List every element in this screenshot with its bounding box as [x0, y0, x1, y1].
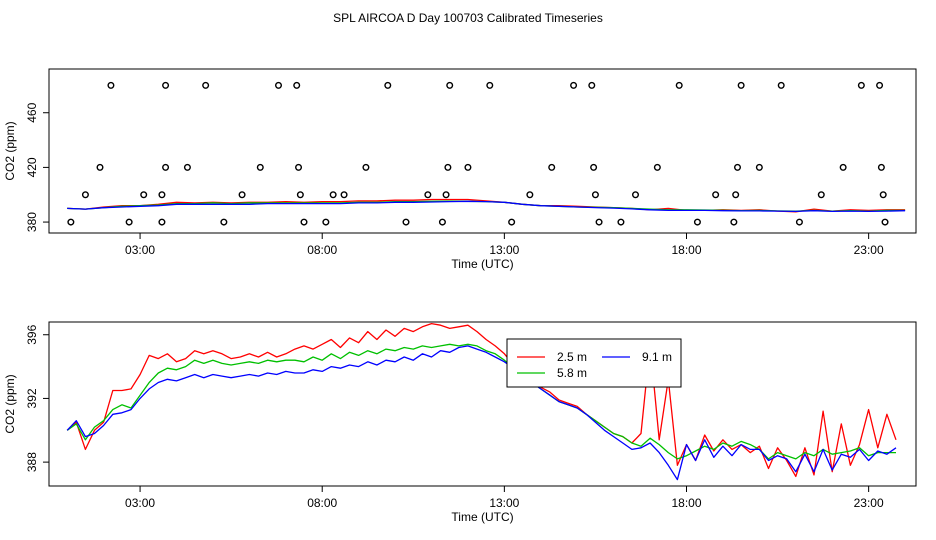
flag-marker	[300, 218, 308, 226]
x-tick-label: 18:00	[671, 243, 701, 257]
flag-marker	[734, 163, 742, 171]
flag-marker	[526, 191, 534, 199]
flag-marker	[590, 163, 598, 171]
flag-marker	[158, 218, 166, 226]
flag-marker	[881, 218, 889, 226]
x-tick-label: 03:00	[125, 243, 155, 257]
x-tick-label: 03:00	[125, 496, 155, 510]
x-tick-label: 23:00	[854, 496, 884, 510]
series-9-1m-line	[66, 345, 897, 481]
flag-marker	[486, 81, 494, 89]
flag-marker	[817, 191, 825, 199]
plot-frame	[48, 321, 917, 487]
legend-label: 2.5 m	[557, 350, 587, 364]
flag-marker	[675, 81, 683, 89]
flag-marker	[329, 191, 337, 199]
y-tick-label: 388	[25, 452, 39, 472]
flag-marker	[220, 218, 228, 226]
flag-marker	[877, 163, 885, 171]
flag-marker	[107, 81, 115, 89]
figure-title: SPL AIRCOA D Day 100703 Calibrated Times…	[333, 11, 603, 25]
x-tick-label: 13:00	[489, 243, 519, 257]
x-tick-label: 13:00	[489, 496, 519, 510]
flag-marker	[570, 81, 578, 89]
flag-marker	[693, 218, 701, 226]
flag-marker	[162, 163, 170, 171]
x-tick-label: 08:00	[307, 243, 337, 257]
flag-marker	[653, 163, 661, 171]
flag-marker	[402, 218, 410, 226]
series-5-8m-line	[66, 343, 896, 460]
legend-label: 5.8 m	[557, 366, 587, 380]
flag-marker	[296, 191, 304, 199]
legend: 2.5 m 9.1 m 5.8 m	[506, 338, 682, 388]
flag-marker	[295, 163, 303, 171]
x-tick-label: 08:00	[307, 496, 337, 510]
series-group	[66, 322, 897, 481]
flag-marker	[322, 218, 330, 226]
y-axis-label: CO2 (ppm)	[3, 121, 17, 180]
flag-marker	[857, 81, 865, 89]
y-tick-label: 420	[25, 157, 39, 177]
y-tick-label: 380	[25, 212, 39, 232]
flag-marker	[632, 191, 640, 199]
flag-marker	[879, 191, 887, 199]
flag-marker	[591, 191, 599, 199]
series-9-1m-line	[67, 200, 906, 213]
flag-marker	[293, 81, 301, 89]
flag-marker	[464, 163, 472, 171]
plot-frame	[48, 68, 917, 234]
flag-marker	[67, 218, 75, 226]
top-panel-all-levels-with-flags: 03:00 08:00 13:00 18:00 23:00 380 420 460 Time (…	[3, 68, 917, 271]
flag-marker	[777, 81, 785, 89]
flag-marker	[158, 191, 166, 199]
flag-marker	[140, 191, 148, 199]
bottom-panel-inlet-heights: 03:00 08:00 13:00 18:00 23:00 388 392 396 Time (…	[3, 321, 917, 524]
flag-marker	[737, 81, 745, 89]
flag-marker	[444, 163, 452, 171]
flag-marker	[438, 218, 446, 226]
legend-box	[506, 338, 682, 388]
flag-marker	[588, 81, 596, 89]
flag-marker	[732, 191, 740, 199]
y-tick-label: 460	[25, 102, 39, 122]
y-tick-label: 392	[25, 388, 39, 408]
flag-marker	[162, 81, 170, 89]
flag-marker	[202, 81, 210, 89]
y-tick-label: 396	[25, 324, 39, 344]
flag-marker	[548, 163, 556, 171]
flag-marker	[730, 218, 738, 226]
x-axis-label: Time (UTC)	[451, 510, 513, 524]
flag-marker	[256, 163, 264, 171]
x-axis-label: Time (UTC)	[451, 257, 513, 271]
flag-marker	[712, 191, 720, 199]
series-2-5m-line	[66, 322, 897, 478]
flag-marker	[362, 163, 370, 171]
series-group	[67, 198, 906, 213]
flag-marker	[384, 81, 392, 89]
flag-marker	[442, 191, 450, 199]
x-tick-label: 23:00	[854, 243, 884, 257]
flag-marker	[340, 191, 348, 199]
flag-marker	[446, 81, 454, 89]
flag-marker	[96, 163, 104, 171]
flag-marker	[508, 218, 516, 226]
flag-marker	[275, 81, 283, 89]
flag-marker	[81, 191, 89, 199]
flag-marker	[795, 218, 803, 226]
flag-marker	[617, 218, 625, 226]
flag-marker	[424, 191, 432, 199]
flag-marker	[125, 218, 133, 226]
x-tick-label: 18:00	[671, 496, 701, 510]
flag-marker	[876, 81, 884, 89]
flag-marker	[839, 163, 847, 171]
flag-marker	[595, 218, 603, 226]
flag-marker	[755, 163, 763, 171]
flag-marker	[238, 191, 246, 199]
y-axis-label: CO2 (ppm)	[3, 374, 17, 433]
legend-label: 9.1 m	[642, 350, 672, 364]
flag-marker	[183, 163, 191, 171]
